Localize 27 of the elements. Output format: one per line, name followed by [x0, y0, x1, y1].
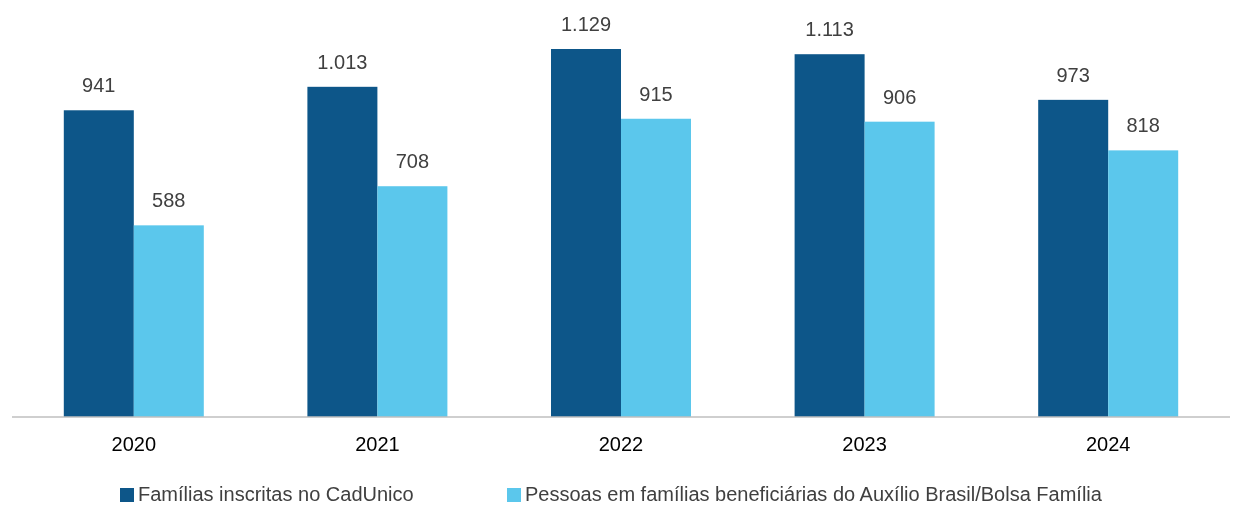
data-label: 1.013 [317, 50, 368, 73]
x-tick-label: 2022 [598, 433, 644, 455]
x-tick-label: 2023 [842, 433, 887, 455]
x-tick-label: 2020 [111, 433, 157, 455]
bar [621, 118, 691, 417]
data-label: 906 [882, 85, 917, 108]
legend-label: Pessoas em famílias beneficiárias do Auxílio Brasil/Bolsa Família [525, 483, 1103, 505]
data-label: 973 [1056, 63, 1090, 86]
x-tick-label: 2021 [355, 433, 400, 455]
legend-label: Famílias inscritas no CadUnico [138, 483, 414, 505]
data-label: 941 [82, 74, 116, 97]
bar [377, 186, 448, 417]
data-label: 818 [1126, 114, 1160, 137]
data-label: 1.129 [560, 13, 612, 35]
data-label: 708 [395, 150, 430, 173]
bar [1038, 99, 1109, 417]
bar [864, 121, 935, 417]
data-label: 915 [639, 82, 673, 105]
bar [307, 86, 378, 417]
x-tick-label: 2024 [1085, 433, 1131, 455]
bar [794, 54, 865, 417]
bar [133, 225, 204, 417]
data-label: 1.113 [805, 18, 854, 41]
data-label: 588 [152, 189, 186, 212]
bar [551, 49, 621, 417]
bar [63, 110, 134, 417]
bar [1108, 150, 1179, 417]
